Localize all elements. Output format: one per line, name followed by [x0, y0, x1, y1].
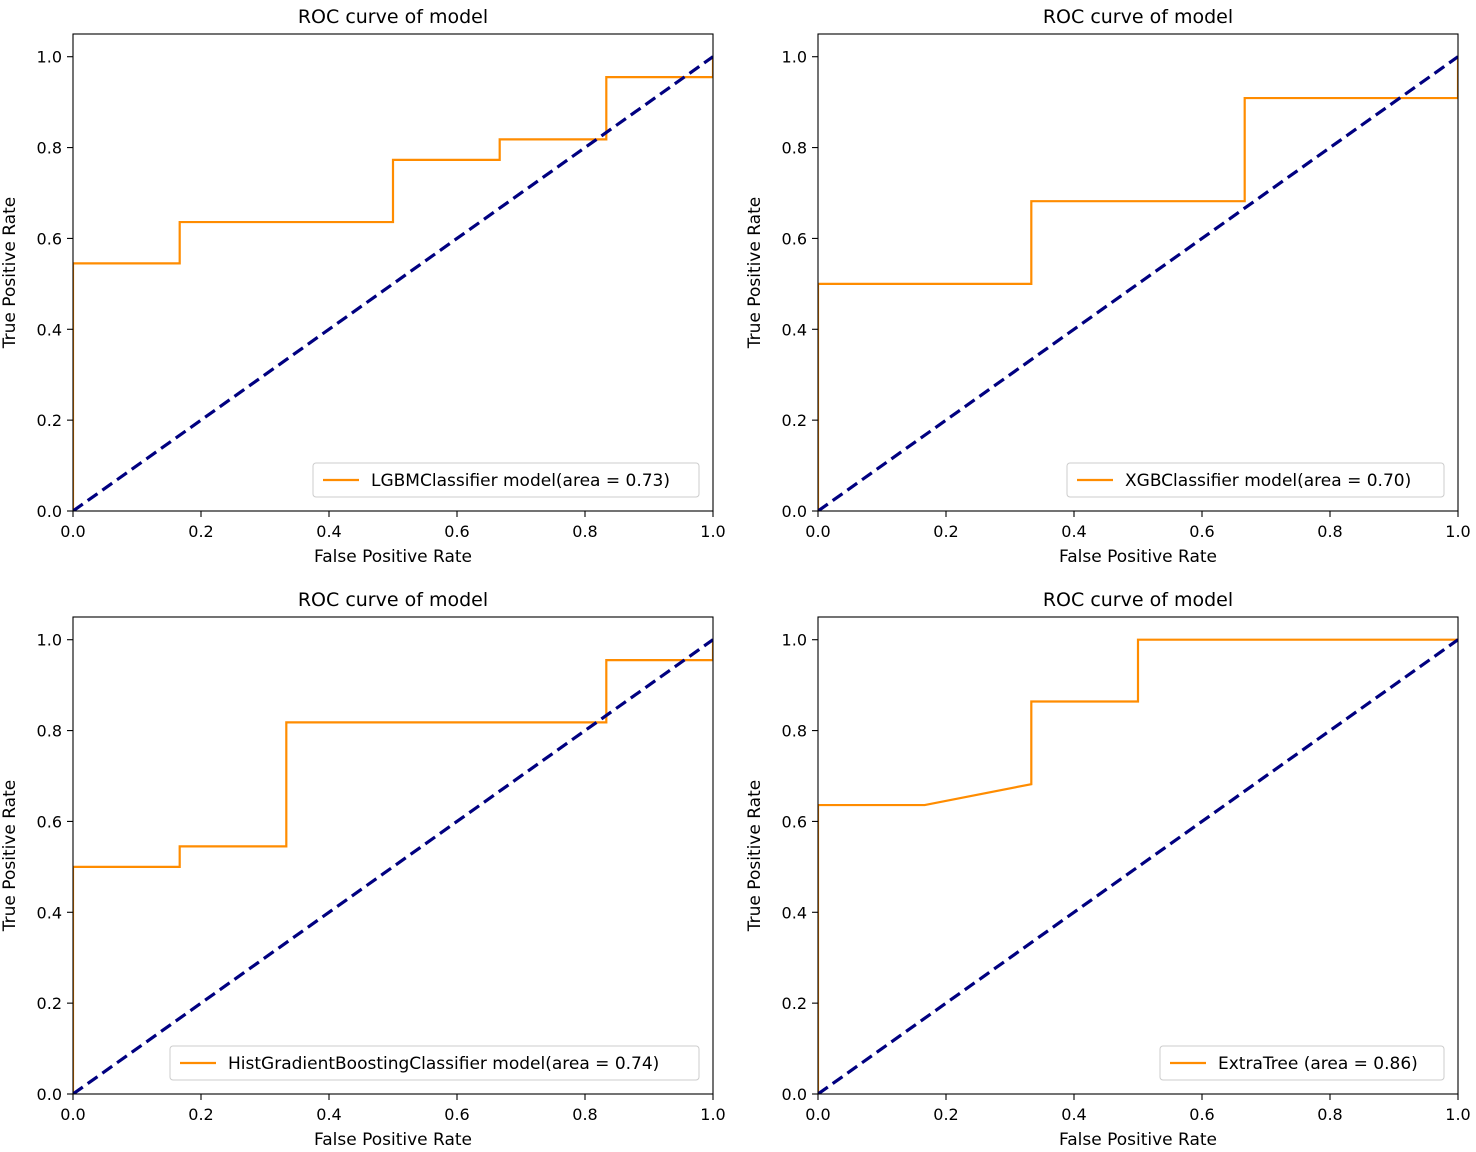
- legend-label: XGBClassifier model(area = 0.70): [1125, 471, 1411, 491]
- y-tick-label: 0.8: [37, 722, 62, 741]
- axes-frame: [72, 33, 714, 512]
- roc-panel-3: ROC curve of model 0.0 0.2 0.4 0.6 0.8 1.0 0.0 0…: [0, 589, 726, 1150]
- legend-box: [312, 462, 700, 498]
- x-tick-label: 0.8: [572, 522, 597, 541]
- y-tick-label: 1.0: [782, 631, 807, 650]
- y-tick-label: 0.4: [37, 320, 62, 339]
- legend: HistGradientBoostingClassifier model(are…: [169, 1045, 700, 1081]
- x-tick-label: 0.2: [188, 1105, 213, 1124]
- y-tick-label: 0.0: [782, 1085, 807, 1104]
- x-tick-label: 0.6: [1189, 1105, 1214, 1124]
- x-tick-label: 0.6: [1189, 522, 1214, 541]
- roc-panel-4: ROC curve of model 0.0 0.2 0.4 0.6 0.8 1.0 0.0 0…: [745, 589, 1471, 1150]
- legend-box: [1066, 462, 1445, 498]
- roc-panel-1: ROC curve of model 0.0 0.2 0.4 0.6 0.8 1.0 0.0 0…: [0, 6, 726, 567]
- chart-title: ROC curve of model: [298, 589, 488, 611]
- legend-box: [1159, 1045, 1445, 1081]
- y-tick-label: 0.2: [782, 411, 807, 430]
- legend-label: HistGradientBoostingClassifier model(are…: [228, 1054, 659, 1074]
- y-tick-label: 0.8: [37, 139, 62, 158]
- x-tick-label: 0.8: [572, 1105, 597, 1124]
- y-tick-label: 0.6: [782, 229, 807, 248]
- roc-curve-line: [818, 56, 1458, 511]
- chart-title: ROC curve of model: [1043, 589, 1233, 611]
- x-tick-label: 1.0: [1445, 1105, 1470, 1124]
- roc-panel-2: ROC curve of model 0.0 0.2 0.4 0.6 0.8 1.0 0.0 0…: [745, 6, 1471, 567]
- roc-curve-line: [73, 56, 713, 511]
- y-tick-label: 0.6: [37, 229, 62, 248]
- chance-diagonal-line: [818, 55, 1458, 511]
- y-tick-label: 0.4: [782, 320, 807, 339]
- y-tick-label: 0.2: [37, 411, 62, 430]
- x-tick-label: 0.0: [60, 522, 85, 541]
- x-tick-label: 1.0: [700, 1105, 725, 1124]
- x-tick-label: 0.4: [1061, 522, 1086, 541]
- y-axis-label: True Positive Rate: [745, 780, 765, 932]
- x-tick-label: 1.0: [1445, 522, 1470, 541]
- x-tick-label: 0.4: [316, 1105, 341, 1124]
- y-tick-label: 0.4: [782, 903, 807, 922]
- y-tick-label: 0.0: [37, 502, 62, 521]
- x-tick-label: 0.0: [805, 1105, 830, 1124]
- chance-diagonal-line: [73, 55, 713, 511]
- y-tick-label: 0.0: [782, 502, 807, 521]
- chance-diagonal-line: [818, 638, 1458, 1094]
- x-tick-label: 0.6: [444, 522, 469, 541]
- x-axis-label: False Positive Rate: [314, 547, 472, 567]
- y-axis-label: True Positive Rate: [0, 197, 20, 349]
- y-tick-label: 0.8: [782, 139, 807, 158]
- x-axis-label: False Positive Rate: [1059, 547, 1217, 567]
- y-tick-label: 1.0: [37, 631, 62, 650]
- x-tick-label: 1.0: [700, 522, 725, 541]
- x-tick-label: 0.2: [933, 522, 958, 541]
- y-tick-label: 0.6: [37, 812, 62, 831]
- y-tick-label: 0.2: [37, 994, 62, 1013]
- axes-frame: [817, 33, 1459, 512]
- legend: XGBClassifier model(area = 0.70): [1066, 462, 1445, 498]
- x-tick-label: 0.8: [1317, 522, 1342, 541]
- y-tick-label: 1.0: [37, 48, 62, 67]
- y-tick-label: 0.8: [782, 722, 807, 741]
- chart-title: ROC curve of model: [1043, 6, 1233, 28]
- legend-box: [169, 1045, 700, 1081]
- legend: LGBMClassifier model(area = 0.73): [312, 462, 700, 498]
- x-tick-label: 0.0: [60, 1105, 85, 1124]
- roc-curve-line: [73, 639, 713, 1094]
- y-tick-label: 0.4: [37, 903, 62, 922]
- y-axis-label: True Positive Rate: [0, 780, 20, 932]
- y-tick-label: 0.0: [37, 1085, 62, 1104]
- chart-title: ROC curve of model: [298, 6, 488, 28]
- y-tick-label: 0.2: [782, 994, 807, 1013]
- chance-diagonal-line: [73, 638, 713, 1094]
- axes-frame: [817, 616, 1459, 1095]
- y-tick-label: 0.6: [782, 812, 807, 831]
- legend-label: LGBMClassifier model(area = 0.73): [371, 471, 670, 491]
- axes-frame: [72, 616, 714, 1095]
- x-tick-label: 0.4: [1061, 1105, 1086, 1124]
- x-axis-label: False Positive Rate: [1059, 1130, 1217, 1150]
- x-tick-label: 0.2: [933, 1105, 958, 1124]
- y-tick-label: 1.0: [782, 48, 807, 67]
- legend: ExtraTree (area = 0.86): [1159, 1045, 1445, 1081]
- legend-label: ExtraTree (area = 0.86): [1218, 1054, 1418, 1074]
- y-axis-label: True Positive Rate: [745, 197, 765, 349]
- roc-curve-line: [818, 638, 1458, 1094]
- x-tick-label: 0.8: [1317, 1105, 1342, 1124]
- x-axis-label: False Positive Rate: [314, 1130, 472, 1150]
- x-tick-label: 0.6: [444, 1105, 469, 1124]
- x-tick-label: 0.0: [805, 522, 830, 541]
- x-tick-label: 0.2: [188, 522, 213, 541]
- x-tick-label: 0.4: [316, 522, 341, 541]
